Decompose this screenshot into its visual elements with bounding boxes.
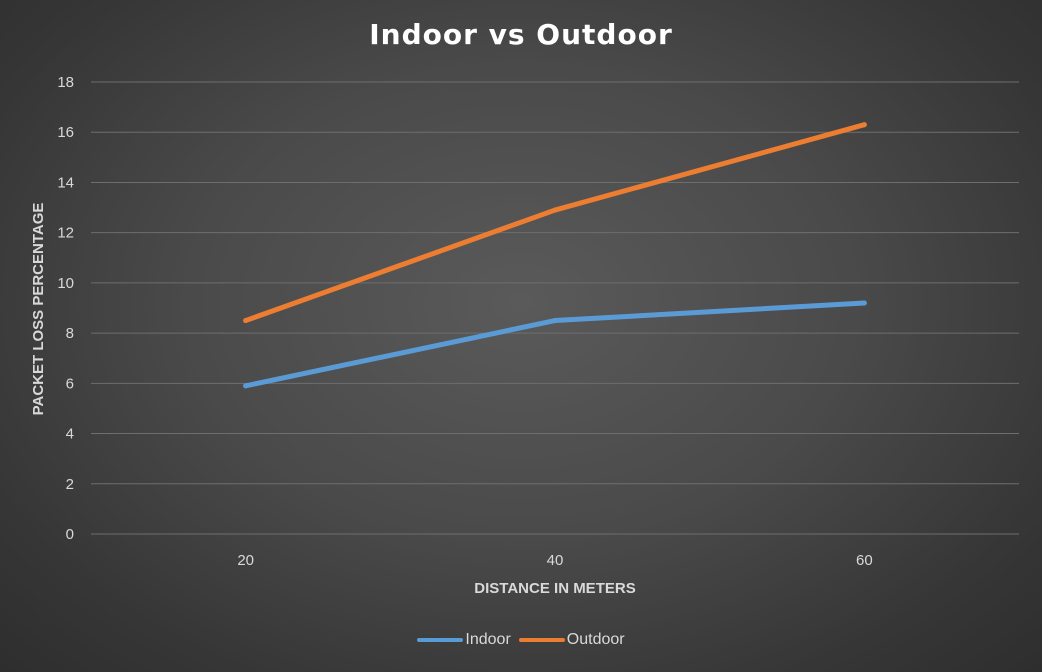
legend-swatch — [417, 638, 464, 642]
legend-item-indoor: Indoor — [417, 631, 511, 649]
y-tick-label: 0 — [66, 526, 74, 543]
y-tick-label: 8 — [66, 325, 74, 342]
data-point-indoor — [861, 300, 867, 306]
data-point-outdoor — [861, 122, 867, 128]
x-tick-label: 40 — [547, 552, 564, 569]
y-axis-title: PACKET LOSS PERCENTAGE — [30, 203, 47, 416]
legend-swatch — [518, 638, 565, 642]
data-point-outdoor — [243, 318, 249, 324]
legend-label: Indoor — [465, 631, 511, 648]
legend: Indoor Outdoor — [0, 631, 1042, 649]
series-line-outdoor — [243, 122, 867, 324]
y-tick-label: 18 — [57, 74, 74, 91]
x-axis-title: DISTANCE IN METERS — [474, 580, 635, 597]
x-tick-label: 60 — [856, 552, 873, 569]
data-point-outdoor — [552, 207, 558, 213]
x-tick-label: 20 — [237, 552, 254, 569]
y-tick-label: 10 — [57, 275, 74, 292]
data-point-indoor — [243, 383, 249, 389]
y-tick-label: 16 — [57, 124, 74, 141]
y-tick-label: 2 — [66, 476, 74, 493]
legend-label: Outdoor — [566, 631, 625, 648]
chart-title: Indoor vs Outdoor — [369, 18, 673, 51]
legend-item-outdoor: Outdoor — [518, 631, 625, 649]
series-line-indoor — [243, 300, 867, 389]
y-tick-label: 6 — [66, 375, 74, 392]
y-tick-label: 12 — [57, 225, 74, 242]
y-tick-label: 4 — [66, 426, 74, 443]
data-point-indoor — [552, 318, 558, 324]
y-tick-label: 14 — [57, 174, 74, 191]
